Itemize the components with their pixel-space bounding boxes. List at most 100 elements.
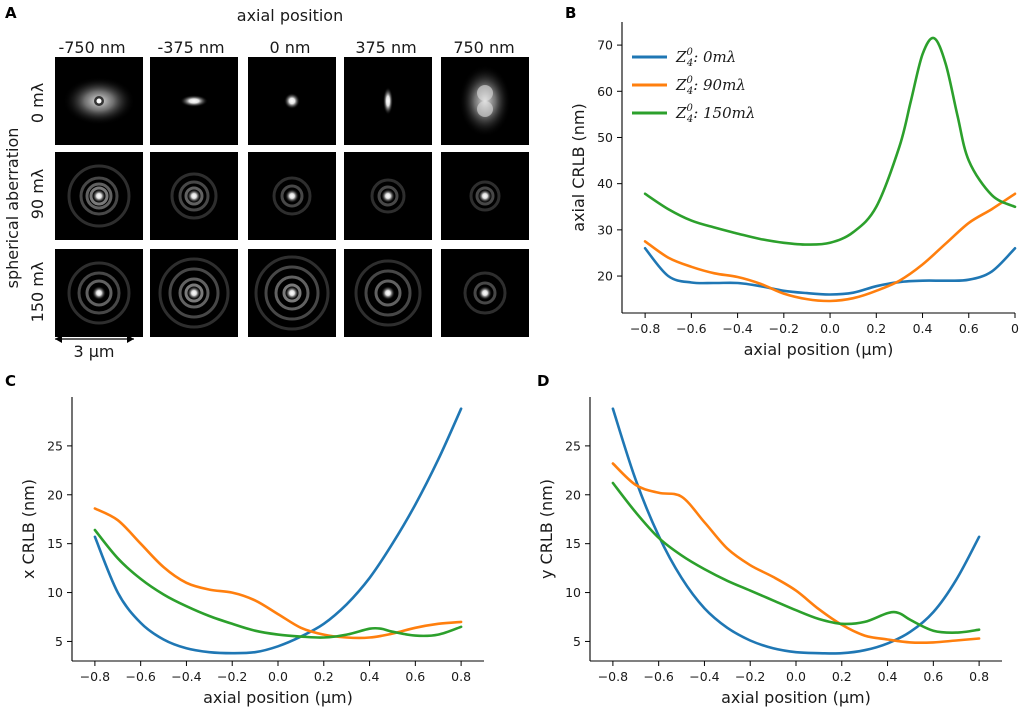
psf-image-r1-c4 bbox=[441, 152, 529, 240]
psf-image-r1-c1 bbox=[150, 152, 238, 240]
chart-b-series-1 bbox=[643, 192, 1017, 303]
chart-c-xlabel: axial position (μm) bbox=[203, 688, 353, 707]
legend-entry-1-sub: 4 bbox=[686, 86, 693, 97]
psf-image-r0-c0 bbox=[55, 57, 143, 145]
chart-c-xtick-label-2: −0.4 bbox=[171, 669, 201, 684]
legend-b: Z0 4: 0mλ Z0 4: 90mλ Z0 4: 150mλ bbox=[632, 47, 755, 125]
psf-image-r1-c3 bbox=[344, 152, 432, 240]
chart-c-xtick-label-8: 0.8 bbox=[451, 669, 471, 684]
chart-b-ytick-label-4: 60 bbox=[597, 84, 613, 99]
legend-entry-2-sub: 4 bbox=[686, 114, 693, 125]
legend-entry-0-sub: 4 bbox=[686, 58, 693, 69]
psf-header: axial position bbox=[237, 6, 343, 25]
psf-col-label-4: 750 nm bbox=[453, 38, 514, 57]
chart-c-series-1 bbox=[93, 507, 463, 640]
legend-entry-2-sup: 0 bbox=[686, 103, 693, 114]
legend-entry-1-name: Z bbox=[675, 76, 687, 94]
chart-d-xtick-label-0: −0.8 bbox=[598, 669, 628, 684]
psf-image-r2-c4 bbox=[441, 249, 529, 337]
chart-d-xtick-label-8: 0.8 bbox=[969, 669, 989, 684]
chart-b-xtick-label-2: −0.4 bbox=[722, 321, 752, 336]
chart-b: −0.8 −0.6 −0.4 −0.2 0.0 0.2 0.4 0.6 020304050607… bbox=[569, 22, 1019, 359]
chart-c-series-0 bbox=[93, 407, 463, 655]
legend-entry-2-rest: : 150mλ bbox=[693, 104, 755, 122]
chart-b-series-0 bbox=[643, 247, 1017, 296]
legend-entry-2-name: Z bbox=[675, 104, 687, 122]
psf-image-r0-c4 bbox=[441, 57, 529, 145]
psf-col-label-0: -750 nm bbox=[58, 38, 125, 57]
chart-c-ytick-label-4: 25 bbox=[47, 438, 63, 453]
chart-d-ytick-label-0: 5 bbox=[573, 634, 581, 649]
scalebar-label: 3 μm bbox=[73, 342, 114, 361]
legend-entry-0-sup: 0 bbox=[686, 47, 693, 58]
chart-c-xtick-label-4: 0.0 bbox=[268, 669, 288, 684]
chart-c-xtick-label-5: 0.2 bbox=[314, 669, 334, 684]
psf-image-r1-c0 bbox=[55, 152, 143, 240]
chart-b-xtick-label-1: −0.6 bbox=[676, 321, 706, 336]
chart-b-xtick-label-7: 0.6 bbox=[959, 321, 979, 336]
chart-c-xtick-label-3: −0.2 bbox=[217, 669, 247, 684]
panel-b-label: B bbox=[565, 4, 576, 22]
chart-b-ylabel: axial CRLB (nm) bbox=[569, 103, 588, 232]
panel-c-label: C bbox=[5, 372, 16, 390]
chart-b-ytick-label-3: 50 bbox=[597, 130, 613, 145]
chart-c-xtick-label-6: 0.4 bbox=[360, 669, 380, 684]
psf-image-r0-c1 bbox=[150, 57, 238, 145]
psf-grid bbox=[55, 57, 529, 337]
chart-d-xtick-label-3: −0.2 bbox=[735, 669, 765, 684]
chart-d-ylabel: y CRLB (nm) bbox=[537, 479, 556, 579]
chart-b-xtick-label-0: −0.8 bbox=[630, 321, 660, 336]
chart-d-xtick-label-7: 0.6 bbox=[923, 669, 943, 684]
chart-c-ytick-label-3: 20 bbox=[47, 487, 63, 502]
chart-c-ytick-label-2: 15 bbox=[47, 536, 63, 551]
chart-b-ytick-label-2: 40 bbox=[597, 176, 613, 191]
chart-d-ytick-label-3: 20 bbox=[565, 487, 581, 502]
legend-entry-0-name: Z bbox=[675, 48, 687, 66]
chart-b-series-2 bbox=[643, 36, 1017, 246]
chart-b-xtick-label-4: 0.0 bbox=[820, 321, 840, 336]
chart-c-xtick-label-7: 0.6 bbox=[405, 669, 425, 684]
chart-b-ytick-label-5: 70 bbox=[597, 38, 613, 53]
chart-c-ytick-label-1: 10 bbox=[47, 585, 63, 600]
psf-image-r2-c1 bbox=[150, 249, 238, 337]
chart-d-xtick-label-5: 0.2 bbox=[832, 669, 852, 684]
legend-entry-1-rest: : 90mλ bbox=[693, 76, 746, 94]
panel-a: A axial position -750 nm -375 nm 0 nm 37… bbox=[3, 4, 529, 361]
chart-b-xtick-label-3: −0.2 bbox=[769, 321, 799, 336]
chart-b-xtick-label-6: 0.4 bbox=[913, 321, 933, 336]
psf-image-r1-c2 bbox=[248, 152, 336, 240]
chart-d-series-2 bbox=[611, 481, 981, 634]
chart-d-xtick-label-1: −0.6 bbox=[643, 669, 673, 684]
chart-c: −0.8 −0.6 −0.4 −0.2 0.0 0.2 0.4 0.6 0.8 5 10 15 20 25… bbox=[19, 397, 484, 707]
chart-d-xtick-label-4: 0.0 bbox=[786, 669, 806, 684]
chart-b-xtick-label-8: 0 bbox=[1011, 321, 1019, 336]
chart-d-xtick-label-2: −0.4 bbox=[689, 669, 719, 684]
psf-col-label-2: 0 nm bbox=[270, 38, 311, 57]
chart-d-ytick-label-4: 25 bbox=[565, 438, 581, 453]
psf-col-label-1: -375 nm bbox=[157, 38, 224, 57]
chart-c-ylabel: x CRLB (nm) bbox=[19, 479, 38, 579]
psf-image-r0-c3 bbox=[344, 57, 432, 145]
legend-entry-0-rest: : 0mλ bbox=[693, 48, 736, 66]
chart-c-series-2 bbox=[93, 528, 463, 639]
chart-d-ytick-label-1: 10 bbox=[565, 585, 581, 600]
legend-entry-0: Z0 4: 0mλ bbox=[675, 47, 736, 69]
chart-b-xtick-label-5: 0.2 bbox=[866, 321, 886, 336]
psf-col-label-3: 375 nm bbox=[355, 38, 416, 57]
chart-d-xlabel: axial position (μm) bbox=[721, 688, 871, 707]
psf-image-r2-c0 bbox=[55, 249, 143, 337]
psf-row-label-0: 0 mλ bbox=[28, 83, 47, 123]
chart-d-series-1 bbox=[611, 462, 981, 644]
chart-d-ytick-label-2: 15 bbox=[565, 536, 581, 551]
legend-entry-2: Z0 4: 150mλ bbox=[675, 103, 755, 125]
psf-row-label-2: 150 mλ bbox=[28, 262, 47, 323]
chart-c-xtick-label-0: −0.8 bbox=[80, 669, 110, 684]
chart-d-xtick-label-6: 0.4 bbox=[878, 669, 898, 684]
psf-side-label: spherical aberration bbox=[3, 128, 22, 289]
scalebar: 3 μm bbox=[55, 335, 134, 361]
psf-image-r2-c3 bbox=[344, 249, 432, 337]
panel-d-label: D bbox=[537, 372, 549, 390]
psf-image-r2-c2 bbox=[248, 249, 336, 337]
panel-a-label: A bbox=[5, 4, 17, 22]
